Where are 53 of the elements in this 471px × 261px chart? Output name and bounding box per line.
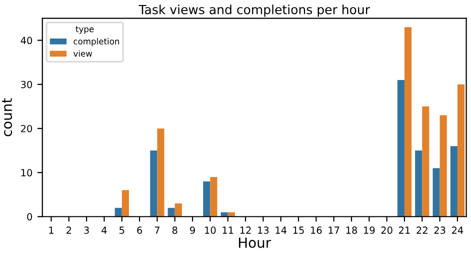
x-tick-label: 15 — [293, 226, 304, 234]
x-tick-label: 24 — [452, 226, 464, 234]
y-tick-label: 10 — [21, 169, 32, 176]
x-tick-label: 23 — [434, 226, 446, 234]
x-tick-label: 19 — [364, 226, 375, 234]
bar — [432, 168, 440, 217]
x-tick-label: 13 — [258, 226, 269, 234]
x-tick-label: 7 — [154, 226, 160, 234]
chart-title: Task views and completions per hour — [138, 4, 370, 17]
x-tick-label: 1 — [49, 226, 54, 234]
x-tick-label: 9 — [190, 226, 195, 234]
bar — [114, 208, 122, 217]
x-tick-label: 3 — [84, 226, 89, 234]
x-tick-label: 10 — [205, 226, 216, 234]
x-tick-label: 12 — [240, 226, 251, 234]
y-axis-title: count — [2, 98, 12, 136]
y-tick-label: 0 — [27, 213, 32, 220]
x-tick-label: 6 — [137, 226, 142, 234]
x-tick-label: 2 — [66, 226, 72, 234]
bar — [150, 150, 158, 217]
x-tick-label: 4 — [102, 226, 107, 234]
legend-label: completion — [74, 38, 120, 46]
y-tick-label: 20 — [21, 124, 32, 132]
bar — [457, 84, 465, 217]
legend-label: view — [73, 50, 92, 57]
x-tick-label: 18 — [346, 226, 358, 234]
y-tick-label: 40 — [20, 36, 32, 44]
bar — [422, 106, 430, 217]
x-tick-label: 17 — [328, 226, 340, 234]
x-tick-label: 20 — [381, 226, 392, 234]
bar — [210, 176, 218, 217]
y-tick-label: 30 — [21, 80, 32, 88]
x-tick-label: 21 — [399, 226, 410, 234]
x-tick-label: 22 — [416, 226, 428, 234]
bar — [203, 181, 210, 217]
bar — [415, 150, 422, 217]
legend-title: type — [76, 26, 94, 34]
bar — [450, 146, 458, 217]
bar — [404, 27, 412, 217]
bar — [228, 212, 235, 217]
x-tick-label: 8 — [172, 226, 178, 234]
bar — [174, 203, 182, 217]
bar — [168, 208, 175, 217]
bar — [157, 128, 164, 217]
x-tick-label: 5 — [120, 226, 124, 234]
x-tick-label: 14 — [276, 226, 286, 234]
bar — [440, 115, 447, 217]
x-axis-title: Hour — [238, 238, 272, 248]
bar — [397, 80, 404, 217]
x-tick-label: 16 — [311, 226, 322, 234]
bar — [122, 190, 129, 217]
bar — [220, 212, 228, 217]
x-tick-label: 11 — [222, 226, 234, 234]
